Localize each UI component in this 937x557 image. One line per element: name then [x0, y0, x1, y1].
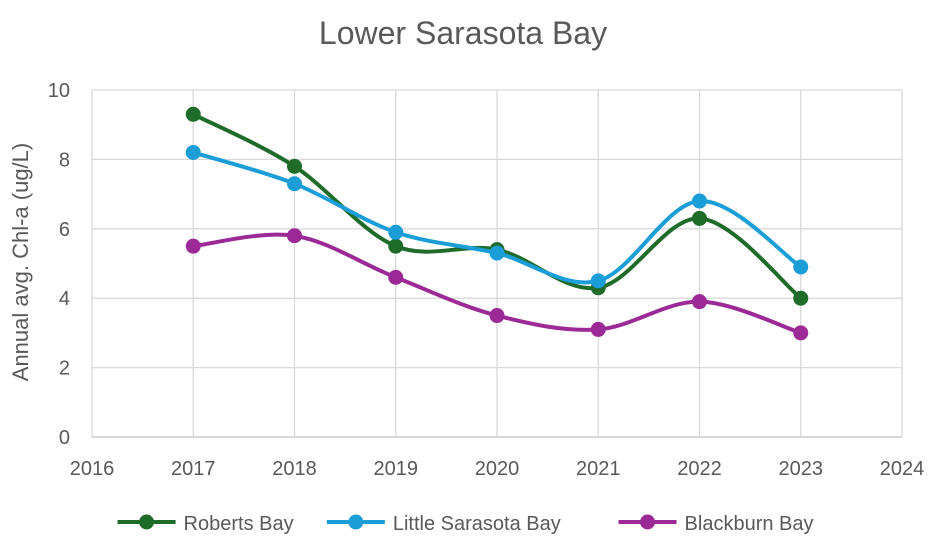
x-tick-label: 2018 — [272, 458, 317, 480]
x-tick-label: 2017 — [171, 458, 216, 480]
legend-swatch-marker — [640, 514, 656, 530]
data-point — [185, 144, 201, 160]
data-point — [287, 176, 302, 192]
data-point — [185, 106, 201, 122]
data-point — [388, 224, 404, 240]
x-tick-label: 2024 — [880, 458, 925, 480]
y-tick-label: 4 — [59, 288, 70, 310]
data-point — [489, 308, 505, 324]
data-point — [489, 245, 505, 261]
y-tick-label: 0 — [59, 427, 70, 449]
data-point — [692, 193, 707, 209]
legend-item: Blackburn Bay — [618, 513, 814, 535]
data-point — [388, 269, 404, 285]
chart-title: Lower Sarasota Bay — [319, 15, 607, 51]
data-point — [287, 228, 302, 244]
series-group — [185, 106, 809, 341]
y-tick-label: 6 — [59, 219, 70, 241]
data-point — [185, 238, 201, 254]
data-point — [793, 325, 809, 341]
x-tick-label: 2016 — [70, 458, 115, 480]
y-tick-label: 2 — [59, 358, 70, 380]
x-tick-label: 2020 — [475, 458, 520, 480]
legend-item: Little Sarasota Bay — [326, 513, 561, 535]
legend: Roberts Bay Little Sarasota Bay Blackburn … — [117, 513, 814, 535]
data-point — [692, 210, 707, 226]
x-tick-label: 2019 — [374, 458, 419, 480]
y-axis-label: Annual avg. Chl-a (ug/L) — [8, 143, 33, 381]
data-point — [793, 290, 809, 306]
x-tick-label: 2022 — [677, 458, 722, 480]
legend-label: Roberts Bay — [184, 513, 294, 535]
legend-swatch-marker — [348, 514, 364, 530]
x-tick-label: 2023 — [779, 458, 824, 480]
y-tick-label: 10 — [48, 80, 70, 102]
data-point — [388, 238, 404, 254]
y-tick-label: 8 — [59, 149, 70, 171]
data-point — [590, 321, 606, 337]
data-point — [287, 158, 302, 174]
data-point — [692, 294, 707, 310]
legend-label: Blackburn Bay — [685, 513, 814, 535]
series-blackburn-bay — [185, 228, 809, 341]
legend-swatch-marker — [139, 514, 155, 530]
data-point — [793, 259, 809, 275]
legend-item: Roberts Bay — [117, 513, 294, 535]
legend-label: Little Sarasota Bay — [393, 513, 561, 535]
data-point — [590, 273, 606, 289]
series-little-sarasota-bay — [185, 144, 809, 289]
x-tick-label: 2021 — [576, 458, 621, 480]
gridlines — [91, 89, 903, 438]
axes: 0 2 4 6 8 10 2016 2017 2018 2019 2020 2021 2022 2023 2… — [48, 80, 925, 480]
